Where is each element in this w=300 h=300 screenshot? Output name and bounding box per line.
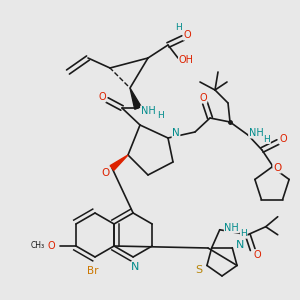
- Text: O: O: [254, 250, 262, 260]
- Text: NH: NH: [249, 128, 263, 138]
- Text: O: O: [98, 92, 106, 102]
- Text: NH: NH: [141, 106, 155, 116]
- Text: O: O: [199, 93, 207, 103]
- Text: H: H: [240, 229, 247, 238]
- Polygon shape: [110, 155, 128, 170]
- Text: O: O: [47, 241, 55, 251]
- Text: N: N: [131, 262, 139, 272]
- Polygon shape: [130, 88, 141, 109]
- Text: N: N: [172, 128, 180, 138]
- Text: H: H: [264, 134, 270, 143]
- Text: S: S: [195, 266, 203, 275]
- Text: O: O: [101, 168, 109, 178]
- Text: NH: NH: [224, 223, 239, 233]
- Text: CH₃: CH₃: [31, 242, 45, 250]
- Text: H: H: [157, 112, 164, 121]
- Text: N: N: [236, 240, 244, 250]
- Text: H: H: [175, 23, 182, 32]
- Text: O: O: [273, 163, 281, 173]
- Text: Br: Br: [87, 266, 99, 276]
- Text: OH: OH: [178, 55, 194, 65]
- Text: O: O: [183, 30, 191, 40]
- Text: O: O: [279, 134, 287, 144]
